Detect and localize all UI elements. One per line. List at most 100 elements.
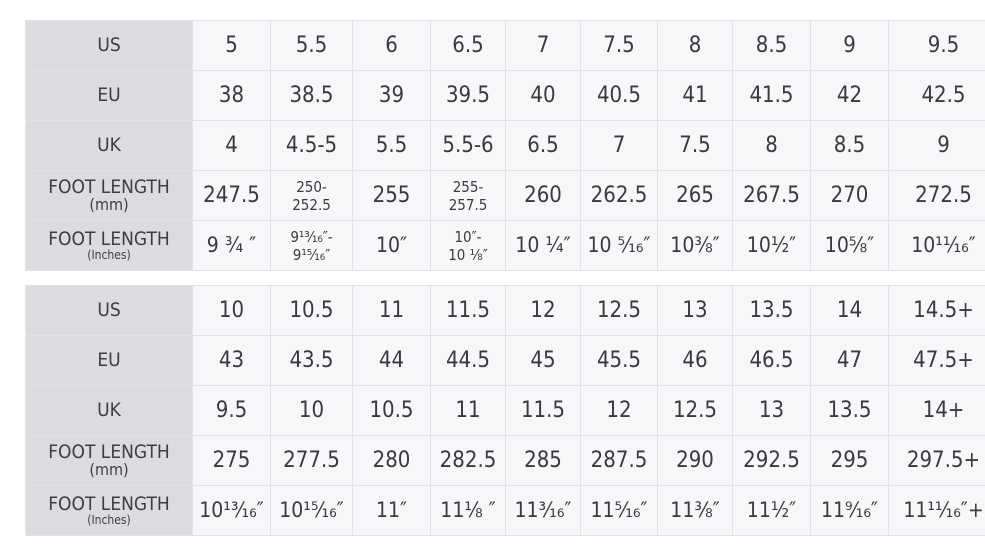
size-cell: 13.5	[811, 386, 889, 436]
size-table-2: US1010.51111.51212.51313.51414.5+EU4343.…	[25, 285, 985, 536]
row-header: US	[26, 286, 193, 336]
size-cell: 10¹⁵⁄₁₆″	[271, 486, 353, 536]
size-cell: 46	[658, 336, 733, 386]
row-unit: (Inches)	[26, 514, 192, 526]
size-cell: 11.5	[506, 386, 581, 436]
size-cell: 262.5	[581, 171, 658, 221]
row-label: UK	[97, 134, 121, 156]
size-cell: 290	[658, 436, 733, 486]
row-label: EU	[97, 349, 120, 371]
table-row: EU4343.54444.54545.54646.54747.5+	[26, 336, 985, 386]
size-cell: 282.5	[431, 436, 506, 486]
size-cell: 7	[506, 21, 581, 71]
size-cell: 7.5	[581, 21, 658, 71]
size-cell: 10⅜″	[658, 221, 733, 271]
size-cell: 9.5	[193, 386, 271, 436]
size-cell: 46.5	[733, 336, 811, 386]
size-cell: 40	[506, 71, 581, 121]
size-cell: 42	[811, 71, 889, 121]
size-cell: 10.5	[271, 286, 353, 336]
size-cell: 10⅝″	[811, 221, 889, 271]
size-cell: 11.5	[431, 286, 506, 336]
row-unit: (mm)	[26, 462, 192, 478]
size-cell: 45.5	[581, 336, 658, 386]
size-cell: 247.5	[193, 171, 271, 221]
table-row: FOOT LENGTH(Inches)9 ¾ ″9¹³⁄₁₆″- 9¹⁵⁄₁₆″…	[26, 221, 985, 271]
size-cell: 14+	[889, 386, 985, 436]
row-header: FOOT LENGTH(mm)	[26, 436, 193, 486]
size-cell: 285	[506, 436, 581, 486]
size-cell: 4.5-5	[271, 121, 353, 171]
size-cell: 5	[193, 21, 271, 71]
size-cell: 10½″	[733, 221, 811, 271]
size-cell: 277.5	[271, 436, 353, 486]
size-cell: 40.5	[581, 71, 658, 121]
size-cell: 8.5	[811, 121, 889, 171]
size-cell: 9 ¾ ″	[193, 221, 271, 271]
row-header: US	[26, 21, 193, 71]
size-cell: 270	[811, 171, 889, 221]
size-cell: 43	[193, 336, 271, 386]
size-cell: 47	[811, 336, 889, 386]
size-cell: 12	[506, 286, 581, 336]
size-cell: 267.5	[733, 171, 811, 221]
size-cell: 14.5+	[889, 286, 985, 336]
size-cell: 38	[193, 71, 271, 121]
table-row: EU3838.53939.54040.54141.54242.5	[26, 71, 985, 121]
size-cell: 9	[811, 21, 889, 71]
size-cell: 14	[811, 286, 889, 336]
size-cell: 10	[193, 286, 271, 336]
size-cell: 41.5	[733, 71, 811, 121]
table-row: UK9.51010.51111.51212.51313.514+	[26, 386, 985, 436]
table-row: FOOT LENGTH(mm)247.5250- 252.5255255- 25…	[26, 171, 985, 221]
size-cell: 5.5	[271, 21, 353, 71]
size-cell: 41	[658, 71, 733, 121]
size-cell: 13	[733, 386, 811, 436]
row-label: FOOT LENGTH	[48, 228, 170, 250]
size-cell: 10″	[353, 221, 431, 271]
size-cell: 10	[271, 386, 353, 436]
size-cell: 250- 252.5	[271, 171, 353, 221]
table-row: UK44.5-55.55.5-66.577.588.59	[26, 121, 985, 171]
size-cell: 44.5	[431, 336, 506, 386]
size-cell: 11	[353, 286, 431, 336]
size-cell: 4	[193, 121, 271, 171]
row-unit: (Inches)	[26, 249, 192, 261]
size-cell: 11″	[353, 486, 431, 536]
size-cell: 10 ¼″	[506, 221, 581, 271]
size-cell: 287.5	[581, 436, 658, 486]
size-cell: 11½″	[733, 486, 811, 536]
size-cell: 9	[889, 121, 985, 171]
size-cell: 10¹¹⁄₁₆″	[889, 221, 985, 271]
row-header: UK	[26, 386, 193, 436]
size-cell: 11	[431, 386, 506, 436]
row-header: UK	[26, 121, 193, 171]
size-cell: 12.5	[658, 386, 733, 436]
size-cell: 297.5+	[889, 436, 985, 486]
size-cell: 295	[811, 436, 889, 486]
table-row: US55.566.577.588.599.5	[26, 21, 985, 71]
size-cell: 9¹³⁄₁₆″- 9¹⁵⁄₁₆″	[271, 221, 353, 271]
size-cell: 11⁹⁄₁₆″	[811, 486, 889, 536]
row-unit: (mm)	[26, 197, 192, 213]
table-row: FOOT LENGTH(Inches)10¹³⁄₁₆″10¹⁵⁄₁₆″11″11…	[26, 486, 985, 536]
size-cell: 8	[733, 121, 811, 171]
size-cell: 39.5	[431, 71, 506, 121]
size-table-1: US55.566.577.588.599.5EU3838.53939.54040…	[25, 20, 985, 271]
size-cell: 8.5	[733, 21, 811, 71]
size-cell: 6	[353, 21, 431, 71]
size-cell: 11⅜″	[658, 486, 733, 536]
size-cell: 5.5-6	[431, 121, 506, 171]
size-cell: 10¹³⁄₁₆″	[193, 486, 271, 536]
row-header: FOOT LENGTH(Inches)	[26, 486, 193, 536]
size-cell: 292.5	[733, 436, 811, 486]
row-label: US	[97, 299, 120, 321]
size-cell: 11⅛ ″	[431, 486, 506, 536]
size-cell: 8	[658, 21, 733, 71]
size-cell: 11¹¹⁄₁₆″+	[889, 486, 985, 536]
size-cell: 43.5	[271, 336, 353, 386]
size-cell: 255- 257.5	[431, 171, 506, 221]
row-label: US	[97, 34, 120, 56]
size-cell: 6.5	[506, 121, 581, 171]
size-cell: 47.5+	[889, 336, 985, 386]
